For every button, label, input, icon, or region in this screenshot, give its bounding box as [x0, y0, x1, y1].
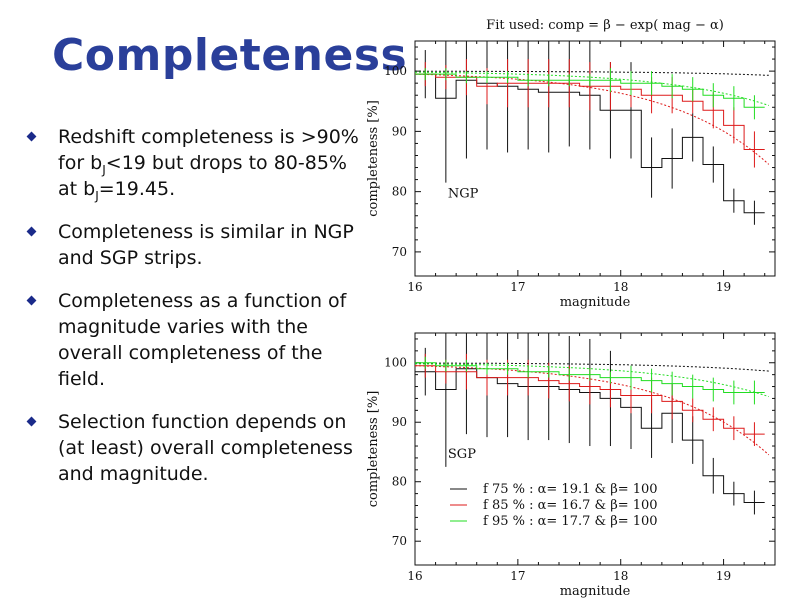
plot-frame	[414, 40, 776, 277]
series-red	[414, 59, 770, 168]
chart-title: Fit used: comp = β − exp( mag − α)	[486, 18, 724, 33]
y-tick-label: 100	[384, 356, 407, 370]
plot-frame	[414, 332, 776, 566]
bullet-text: Redshift completeness is >90% for b	[58, 126, 359, 174]
diamond-bullet-icon	[26, 295, 37, 306]
bullet-item: Redshift completeness is >90% for bJ<19 …	[26, 124, 368, 203]
bullet-item: Completeness as a function of magnitude …	[26, 288, 368, 392]
legend-entry: f 95 % : α= 17.7 & β= 100	[483, 514, 658, 529]
y-tick-label: 70	[392, 534, 407, 548]
fit-curve	[414, 365, 770, 456]
x-axis-label: magnitude	[560, 295, 631, 310]
fit-curve	[414, 73, 770, 165]
diamond-bullet-icon	[26, 131, 37, 142]
y-tick-label: 90	[392, 124, 407, 138]
y-tick-label: 70	[392, 245, 407, 259]
x-tick-label: 18	[613, 280, 628, 294]
x-axis-label: magnitude	[560, 584, 631, 598]
fit-curve	[414, 71, 769, 106]
y-tick-label: 90	[392, 415, 407, 429]
diamond-bullet-icon	[26, 226, 37, 237]
step-line	[415, 362, 765, 393]
subscript: J	[102, 162, 106, 177]
panel-label: SGP	[448, 447, 476, 462]
y-axis-label: completeness [%]	[366, 391, 381, 508]
chart-panel	[414, 40, 776, 277]
step-line	[415, 73, 765, 108]
y-tick-label: 100	[384, 64, 407, 78]
series-green	[414, 356, 769, 405]
series-green	[414, 68, 769, 120]
page-title: Completeness	[52, 30, 408, 81]
x-tick-label: 17	[510, 569, 525, 583]
x-tick-label: 19	[716, 569, 731, 583]
x-tick-label: 16	[407, 569, 422, 583]
bullet-item: Selection function depends on (at least)…	[26, 409, 368, 487]
diamond-bullet-icon	[26, 416, 37, 427]
x-tick-label: 17	[510, 280, 525, 294]
y-tick-label: 80	[392, 475, 407, 489]
fit-curve	[414, 363, 769, 398]
fit-curve	[415, 362, 769, 372]
bullet-text: =19.45.	[98, 178, 176, 200]
x-tick-label: 18	[613, 569, 628, 583]
step-line	[415, 365, 765, 435]
legend-entry: f 85 % : α= 16.7 & β= 100	[483, 498, 658, 513]
y-axis-label: completeness [%]	[366, 100, 381, 217]
x-tick-label: 16	[407, 280, 422, 294]
bullet-item: Completeness is similar in NGP and SGP s…	[26, 219, 368, 271]
y-tick-label: 80	[392, 185, 407, 199]
bullet-text: Completeness as a function of magnitude …	[58, 290, 347, 390]
chart-panel	[414, 332, 776, 566]
bullet-list: Redshift completeness is >90% for bJ<19 …	[26, 124, 368, 504]
subscript: J	[95, 188, 99, 203]
bullet-text: Selection function depends on (at least)…	[58, 411, 353, 485]
bullet-text: Completeness is similar in NGP and SGP s…	[58, 221, 354, 269]
fit-curve	[415, 70, 769, 76]
panel-label: NGP	[448, 187, 479, 202]
x-tick-label: 19	[716, 280, 731, 294]
legend-entry: f 75 % : α= 19.1 & β= 100	[483, 482, 658, 497]
bullet-text: <19 but drops to 80-85% at b	[58, 152, 347, 200]
completeness-charts: 16 17 18 19 70 80 90 100 magnitude completeness […	[366, 18, 776, 598]
